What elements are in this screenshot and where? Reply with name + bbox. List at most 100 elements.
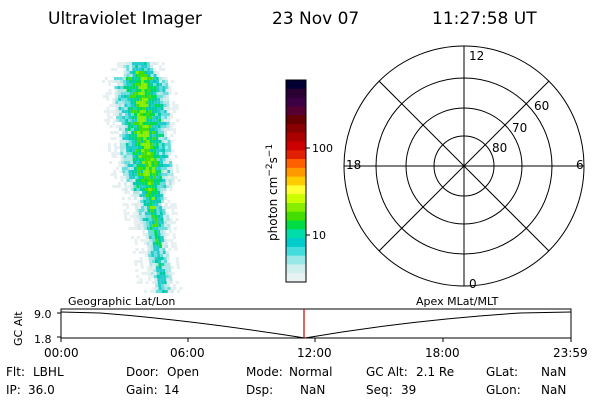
aurora-pixel — [135, 92, 139, 95]
aurora-pixel — [118, 161, 122, 164]
aurora-pixel — [124, 110, 128, 113]
aurora-pixel — [137, 227, 141, 230]
aurora-pixel — [174, 176, 178, 179]
aurora-pixel — [157, 194, 161, 197]
aurora-pixel — [175, 107, 179, 110]
aurora-pixel — [147, 176, 151, 179]
aurora-pixel — [147, 74, 151, 77]
aurora-pixel — [131, 173, 135, 176]
aurora-pixel — [165, 86, 169, 89]
aurora-pixel — [145, 128, 149, 131]
aurora-pixel — [167, 263, 171, 266]
aurora-pixel — [141, 149, 145, 152]
aurora-pixel — [136, 104, 140, 107]
aurora-pixel — [142, 110, 146, 113]
aurora-pixel — [154, 125, 158, 128]
aurora-pixel — [138, 92, 142, 95]
aurora-pixel — [109, 110, 113, 113]
aurora-pixel — [152, 224, 156, 227]
aurora-pixel — [129, 149, 133, 152]
aurora-pixel — [113, 77, 117, 80]
aurora-pixel — [165, 152, 169, 155]
aurora-pixel — [138, 176, 142, 179]
aurora-pixel — [118, 164, 122, 167]
aurora-pixel — [155, 77, 159, 80]
aurora-pixel — [137, 119, 141, 122]
aurora-pixel — [160, 197, 164, 200]
aurora-pixel — [147, 71, 151, 74]
aurora-pixel — [112, 185, 116, 188]
aurora-pixel — [161, 224, 165, 227]
aurora-pixel — [154, 128, 158, 131]
aurora-pixel — [163, 230, 167, 233]
aurora-pixel — [148, 128, 152, 131]
aurora-pixel — [149, 134, 153, 137]
aurora-pixel — [158, 116, 162, 119]
aurora-pixel — [125, 62, 129, 65]
aurora-pixel — [147, 146, 150, 149]
aurora-pixel — [153, 155, 157, 158]
aurora-pixel — [118, 104, 122, 107]
aurora-pixel — [139, 122, 143, 125]
aurora-pixel — [123, 155, 127, 158]
colorbar-band — [286, 211, 306, 222]
aurora-pixel — [135, 80, 138, 83]
aurora-pixel — [172, 128, 176, 131]
aurora-pixel — [124, 128, 128, 131]
aurora-pixel — [136, 125, 140, 128]
aurora-pixel — [159, 68, 163, 71]
aurora-pixel — [125, 140, 129, 143]
aurora-pixel — [126, 89, 130, 92]
aurora-pixel — [142, 215, 146, 218]
aurora-pixel — [164, 287, 168, 290]
aurora-pixel — [104, 77, 108, 80]
aurora-pixel — [167, 137, 171, 140]
aurora-pixel — [146, 119, 150, 122]
colorbar-band — [286, 273, 306, 283]
aurora-pixel — [144, 95, 148, 98]
aurora-pixel — [140, 173, 144, 176]
aurora-pixel — [160, 101, 164, 104]
aurora-pixel — [130, 122, 134, 125]
aurora-pixel — [142, 107, 146, 110]
aurora-pixel — [159, 65, 163, 68]
aurora-pixel — [119, 137, 123, 140]
aurora-pixel — [148, 161, 152, 164]
aurora-pixel — [171, 149, 175, 152]
aurora-pixel — [157, 185, 161, 188]
aurora-pixel — [166, 104, 170, 107]
aurora-pixel — [167, 200, 171, 203]
gc-altitude-curve — [60, 311, 572, 339]
aurora-pixel — [143, 134, 147, 137]
aurora-pixel — [173, 131, 177, 134]
aurora-pixel — [147, 149, 151, 152]
aurora-pixel — [136, 101, 140, 104]
aurora-pixel — [143, 170, 147, 173]
aurora-pixel — [151, 104, 155, 107]
colorbar-band — [286, 150, 306, 160]
aurora-pixel — [122, 173, 126, 176]
colorbar-band — [286, 115, 306, 125]
aurora-pixel — [164, 266, 168, 269]
aurora-pixel — [156, 86, 160, 89]
colorbar-label-10: 10 — [312, 229, 326, 242]
aurora-pixel — [161, 77, 165, 80]
aurora-pixel — [145, 125, 149, 128]
aurora-pixel — [150, 209, 154, 212]
aurora-pixel — [143, 143, 147, 146]
aurora-pixel — [127, 167, 131, 170]
aurora-pixel — [139, 257, 143, 260]
aurora-pixel — [134, 239, 138, 242]
aurora-pixel — [160, 104, 164, 107]
aurora-pixel — [132, 74, 136, 77]
aurora-pixel — [163, 107, 167, 110]
aurora-pixel — [147, 155, 151, 158]
aurora-pixel — [156, 245, 160, 248]
aurora-pixel — [168, 269, 172, 272]
aurora-pixel — [114, 149, 118, 152]
aurora-pixel — [148, 233, 152, 236]
status-glon-value: NaN — [541, 383, 566, 397]
aurora-pixel — [163, 254, 167, 257]
aurora-pixel — [148, 104, 152, 107]
status-panel: Flt: LBHL Door: Open Mode: Normal GC Alt… — [6, 365, 566, 397]
